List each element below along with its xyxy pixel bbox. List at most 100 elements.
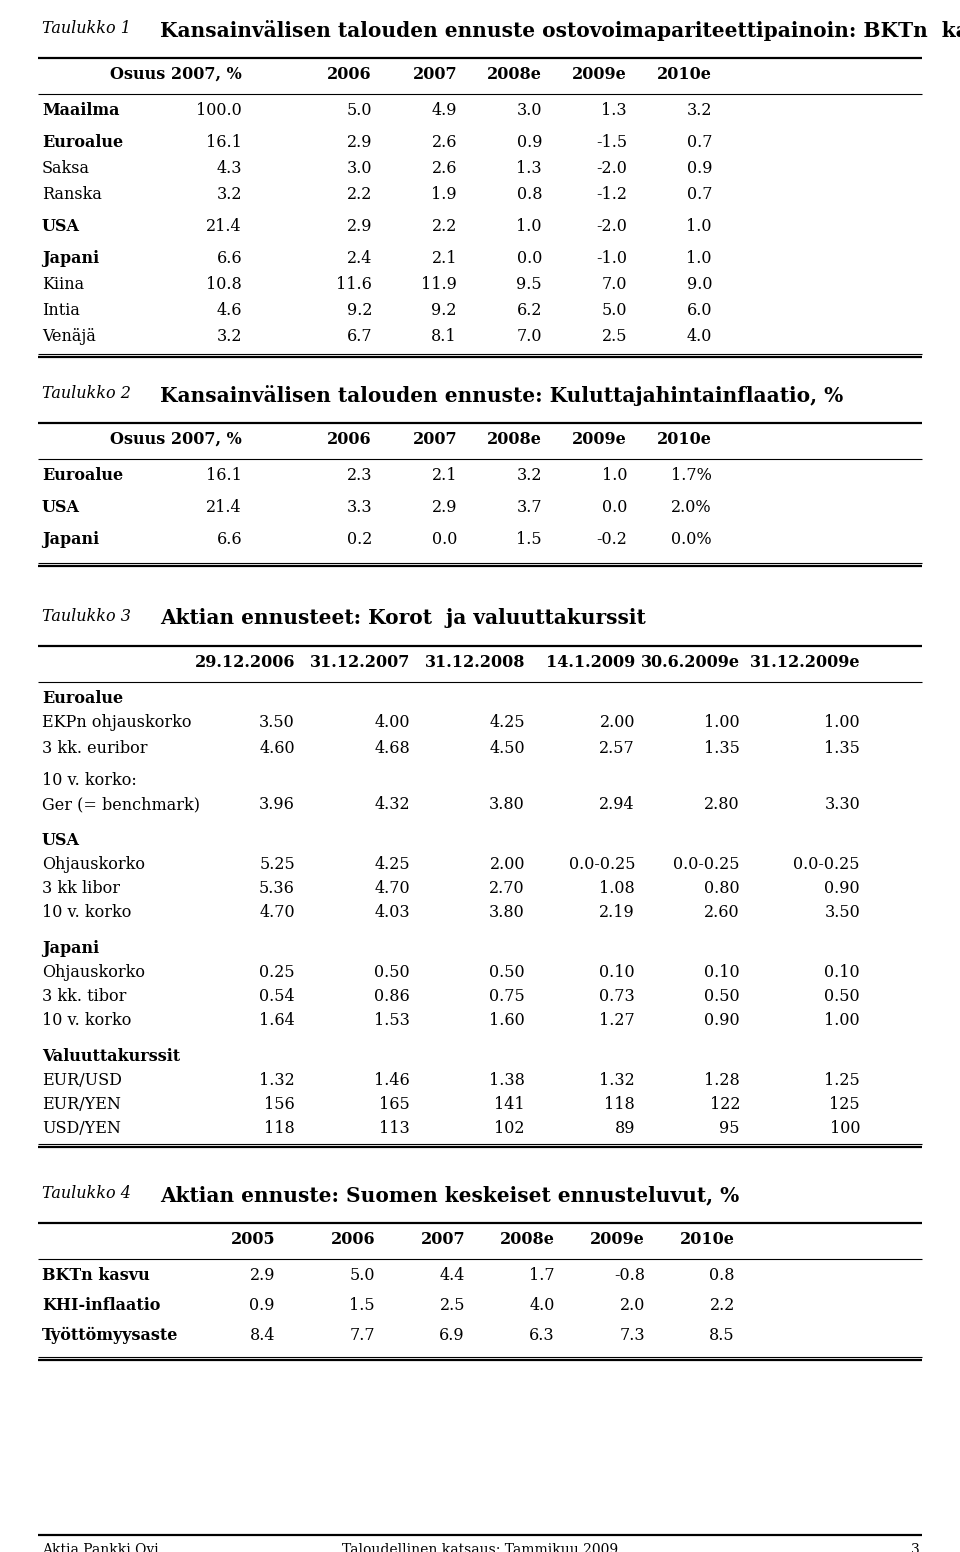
Text: 9.2: 9.2	[431, 303, 457, 320]
Text: 9.0: 9.0	[686, 276, 712, 293]
Text: 2.6: 2.6	[431, 160, 457, 177]
Text: 0.8: 0.8	[516, 186, 542, 203]
Text: 7.7: 7.7	[349, 1327, 375, 1344]
Text: 0.54: 0.54	[259, 989, 295, 1006]
Text: 1.32: 1.32	[259, 1072, 295, 1090]
Text: 31.12.2008: 31.12.2008	[424, 653, 525, 670]
Text: 8.5: 8.5	[709, 1327, 735, 1344]
Text: 2.60: 2.60	[705, 903, 740, 920]
Text: 5.0: 5.0	[347, 102, 372, 120]
Text: Kiina: Kiina	[42, 276, 84, 293]
Text: 1.00: 1.00	[705, 714, 740, 731]
Text: 1.38: 1.38	[490, 1072, 525, 1090]
Text: 113: 113	[379, 1121, 410, 1138]
Text: 3.80: 3.80	[490, 796, 525, 813]
Text: 3.2: 3.2	[217, 327, 242, 345]
Text: 100: 100	[829, 1121, 860, 1138]
Text: 95: 95	[719, 1121, 740, 1138]
Text: Japani: Japani	[42, 250, 99, 267]
Text: Japani: Japani	[42, 941, 99, 958]
Text: 11.9: 11.9	[421, 276, 457, 293]
Text: 0.8: 0.8	[709, 1266, 735, 1284]
Text: 3.0: 3.0	[347, 160, 372, 177]
Text: 16.1: 16.1	[206, 133, 242, 151]
Text: 2009e: 2009e	[572, 431, 627, 449]
Text: 6.2: 6.2	[516, 303, 542, 320]
Text: 5.36: 5.36	[259, 880, 295, 897]
Text: 2008e: 2008e	[487, 431, 542, 449]
Text: 2010e: 2010e	[680, 1231, 735, 1248]
Text: 9.2: 9.2	[347, 303, 372, 320]
Text: USA: USA	[42, 217, 80, 234]
Text: 3.80: 3.80	[490, 903, 525, 920]
Text: 0.73: 0.73	[599, 989, 635, 1006]
Text: 1.35: 1.35	[824, 740, 860, 757]
Text: -2.0: -2.0	[596, 217, 627, 234]
Text: 0.0: 0.0	[432, 531, 457, 548]
Text: 0.10: 0.10	[705, 964, 740, 981]
Text: 4.03: 4.03	[374, 903, 410, 920]
Text: -1.2: -1.2	[596, 186, 627, 203]
Text: Euroalue: Euroalue	[42, 467, 123, 484]
Text: 2.9: 2.9	[431, 500, 457, 515]
Text: 3.96: 3.96	[259, 796, 295, 813]
Text: 4.25: 4.25	[374, 857, 410, 872]
Text: 6.9: 6.9	[440, 1327, 465, 1344]
Text: 31.12.2009e: 31.12.2009e	[750, 653, 860, 670]
Text: 118: 118	[604, 1096, 635, 1113]
Text: 3.2: 3.2	[686, 102, 712, 120]
Text: 6.0: 6.0	[686, 303, 712, 320]
Text: 1.7%: 1.7%	[671, 467, 712, 484]
Text: 5.0: 5.0	[602, 303, 627, 320]
Text: 0.0-0.25: 0.0-0.25	[568, 857, 635, 872]
Text: 1.46: 1.46	[374, 1072, 410, 1090]
Text: USA: USA	[42, 500, 80, 515]
Text: 0.7: 0.7	[686, 186, 712, 203]
Text: 0.50: 0.50	[825, 989, 860, 1006]
Text: Taloudellinen katsaus: Tammikuu 2009: Taloudellinen katsaus: Tammikuu 2009	[342, 1543, 618, 1552]
Text: 100.0: 100.0	[196, 102, 242, 120]
Text: 2.6: 2.6	[431, 133, 457, 151]
Text: 2009e: 2009e	[572, 67, 627, 82]
Text: EUR/USD: EUR/USD	[42, 1072, 122, 1090]
Text: 1.32: 1.32	[599, 1072, 635, 1090]
Text: Aktian ennusteet: Korot  ja valuuttakurssit: Aktian ennusteet: Korot ja valuuttakurss…	[160, 608, 646, 629]
Text: 9.5: 9.5	[516, 276, 542, 293]
Text: 4.32: 4.32	[374, 796, 410, 813]
Text: Valuuttakurssit: Valuuttakurssit	[42, 1048, 180, 1065]
Text: KHI-inflaatio: KHI-inflaatio	[42, 1297, 160, 1315]
Text: 4.9: 4.9	[431, 102, 457, 120]
Text: 125: 125	[829, 1096, 860, 1113]
Text: -0.8: -0.8	[614, 1266, 645, 1284]
Text: Aktian ennuste: Suomen keskeiset ennusteluvut, %: Aktian ennuste: Suomen keskeiset ennuste…	[160, 1186, 739, 1204]
Text: 0.10: 0.10	[825, 964, 860, 981]
Text: Taulukko 3: Taulukko 3	[42, 608, 131, 625]
Text: 89: 89	[614, 1121, 635, 1138]
Text: USD/YEN: USD/YEN	[42, 1121, 121, 1138]
Text: 29.12.2006: 29.12.2006	[195, 653, 295, 670]
Text: Ger (= benchmark): Ger (= benchmark)	[42, 796, 200, 813]
Text: 0.90: 0.90	[825, 880, 860, 897]
Text: 8.4: 8.4	[250, 1327, 275, 1344]
Text: 0.0-0.25: 0.0-0.25	[794, 857, 860, 872]
Text: 3 kk. tibor: 3 kk. tibor	[42, 989, 127, 1006]
Text: Venäjä: Venäjä	[42, 327, 96, 345]
Text: BKTn kasvu: BKTn kasvu	[42, 1266, 150, 1284]
Text: 4.50: 4.50	[490, 740, 525, 757]
Text: 1.0: 1.0	[686, 250, 712, 267]
Text: 0.0: 0.0	[516, 250, 542, 267]
Text: 21.4: 21.4	[206, 500, 242, 515]
Text: 1.64: 1.64	[259, 1012, 295, 1029]
Text: 4.4: 4.4	[440, 1266, 465, 1284]
Text: 1.0: 1.0	[602, 467, 627, 484]
Text: 0.0: 0.0	[602, 500, 627, 515]
Text: 7.0: 7.0	[602, 276, 627, 293]
Text: 10 v. korko: 10 v. korko	[42, 903, 132, 920]
Text: 2010e: 2010e	[658, 431, 712, 449]
Text: EKPn ohjauskorko: EKPn ohjauskorko	[42, 714, 191, 731]
Text: 2.00: 2.00	[490, 857, 525, 872]
Text: 0.50: 0.50	[705, 989, 740, 1006]
Text: 1.25: 1.25	[825, 1072, 860, 1090]
Text: Japani: Japani	[42, 531, 99, 548]
Text: 3 kk libor: 3 kk libor	[42, 880, 120, 897]
